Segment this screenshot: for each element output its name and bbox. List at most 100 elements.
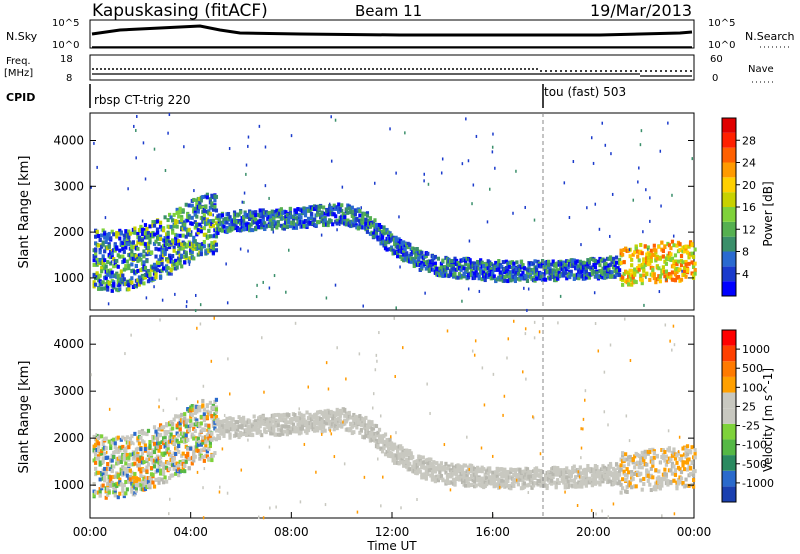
data-cell: [225, 225, 229, 230]
data-speck: [379, 414, 382, 418]
data-cell: [386, 446, 391, 451]
data-cell: [595, 465, 599, 470]
data-cell: [140, 428, 145, 433]
data-cell: [291, 422, 296, 427]
data-cell: [121, 485, 125, 490]
data-cell: [303, 209, 308, 214]
data-cell: [94, 466, 98, 471]
data-cell: [470, 268, 474, 273]
data-speck: [303, 442, 306, 446]
data-cell: [314, 417, 318, 422]
data-speck: [524, 205, 526, 209]
nsky-label: N.Sky: [6, 30, 38, 43]
data-cell: [423, 472, 427, 477]
data-cell: [473, 479, 477, 484]
data-speck: [527, 287, 530, 291]
data-cell: [121, 254, 125, 259]
data-cell: [545, 269, 549, 274]
data-cell: [512, 264, 516, 269]
data-cell: [621, 453, 625, 458]
data-cell: [154, 477, 158, 482]
colorbar-swatch: [722, 118, 736, 133]
data-cell: [587, 275, 591, 280]
data-cell: [527, 264, 531, 269]
data-cell: [276, 423, 280, 428]
data-speck: [472, 183, 475, 187]
data-cell: [127, 266, 131, 271]
data-cell: [426, 472, 430, 477]
data-cell: [457, 261, 462, 266]
data-cell: [568, 469, 572, 474]
data-cell: [380, 236, 385, 241]
data-cell: [448, 270, 453, 275]
data-speck: [512, 319, 515, 323]
data-cell: [228, 435, 232, 440]
data-cell: [252, 414, 256, 419]
data-cell: [693, 271, 697, 276]
data-cell: [426, 251, 430, 256]
data-cell: [187, 466, 191, 471]
data-speck: [333, 455, 336, 459]
data-cell: [201, 205, 205, 210]
data-cell: [396, 254, 400, 259]
data-cell: [634, 244, 638, 249]
data-cell: [675, 486, 679, 491]
data-speck: [325, 296, 328, 300]
data-cell: [101, 242, 105, 247]
data-cell: [613, 468, 617, 473]
data-cell: [482, 261, 486, 266]
data-cell: [137, 235, 142, 240]
data-cell: [116, 495, 120, 500]
data-cell: [242, 227, 246, 232]
data-cell: [161, 425, 166, 430]
data-cell: [465, 476, 469, 481]
data-cell: [672, 447, 676, 452]
data-speck: [429, 411, 431, 415]
data-cell: [261, 208, 265, 213]
data-cell: [193, 220, 197, 225]
data-cell: [574, 475, 578, 480]
data-cell: [220, 426, 225, 431]
data-speck: [247, 144, 249, 148]
data-cell: [293, 425, 297, 430]
data-cell: [180, 412, 184, 417]
data-cell: [155, 468, 160, 473]
data-cell: [607, 479, 611, 484]
data-cell: [571, 264, 575, 269]
data-cell: [622, 464, 626, 469]
data-cell: [663, 467, 667, 472]
data-cell: [334, 423, 338, 428]
data-cell: [174, 236, 178, 241]
data-cell: [682, 467, 687, 472]
data-cell: [379, 224, 383, 229]
data-cell: [657, 469, 661, 474]
data-cell: [148, 485, 152, 490]
data-cell: [550, 262, 554, 267]
data-cell: [110, 288, 114, 293]
data-cell: [214, 414, 219, 419]
data-cell: [106, 462, 110, 467]
data-cell: [610, 260, 614, 265]
data-cell: [415, 246, 419, 251]
data-cell: [100, 451, 104, 456]
data-cell: [261, 415, 265, 420]
data-speck: [593, 291, 596, 295]
data-cell: [450, 462, 454, 467]
data-cell: [136, 451, 140, 456]
data-cell: [438, 470, 442, 475]
data-cell: [337, 423, 341, 428]
data-cell: [190, 461, 194, 466]
data-cell: [329, 219, 333, 224]
data-cell: [581, 475, 585, 480]
data-cell: [267, 425, 271, 430]
data-cell: [213, 198, 217, 203]
data-speck: [241, 200, 244, 204]
data-cell: [122, 237, 126, 242]
data-cell: [186, 218, 190, 223]
data-cell: [199, 226, 203, 231]
data-cell: [636, 470, 640, 475]
data-speck: [632, 198, 635, 202]
data-cell: [214, 407, 219, 412]
data-cell: [180, 439, 184, 444]
data-speck: [341, 185, 344, 189]
